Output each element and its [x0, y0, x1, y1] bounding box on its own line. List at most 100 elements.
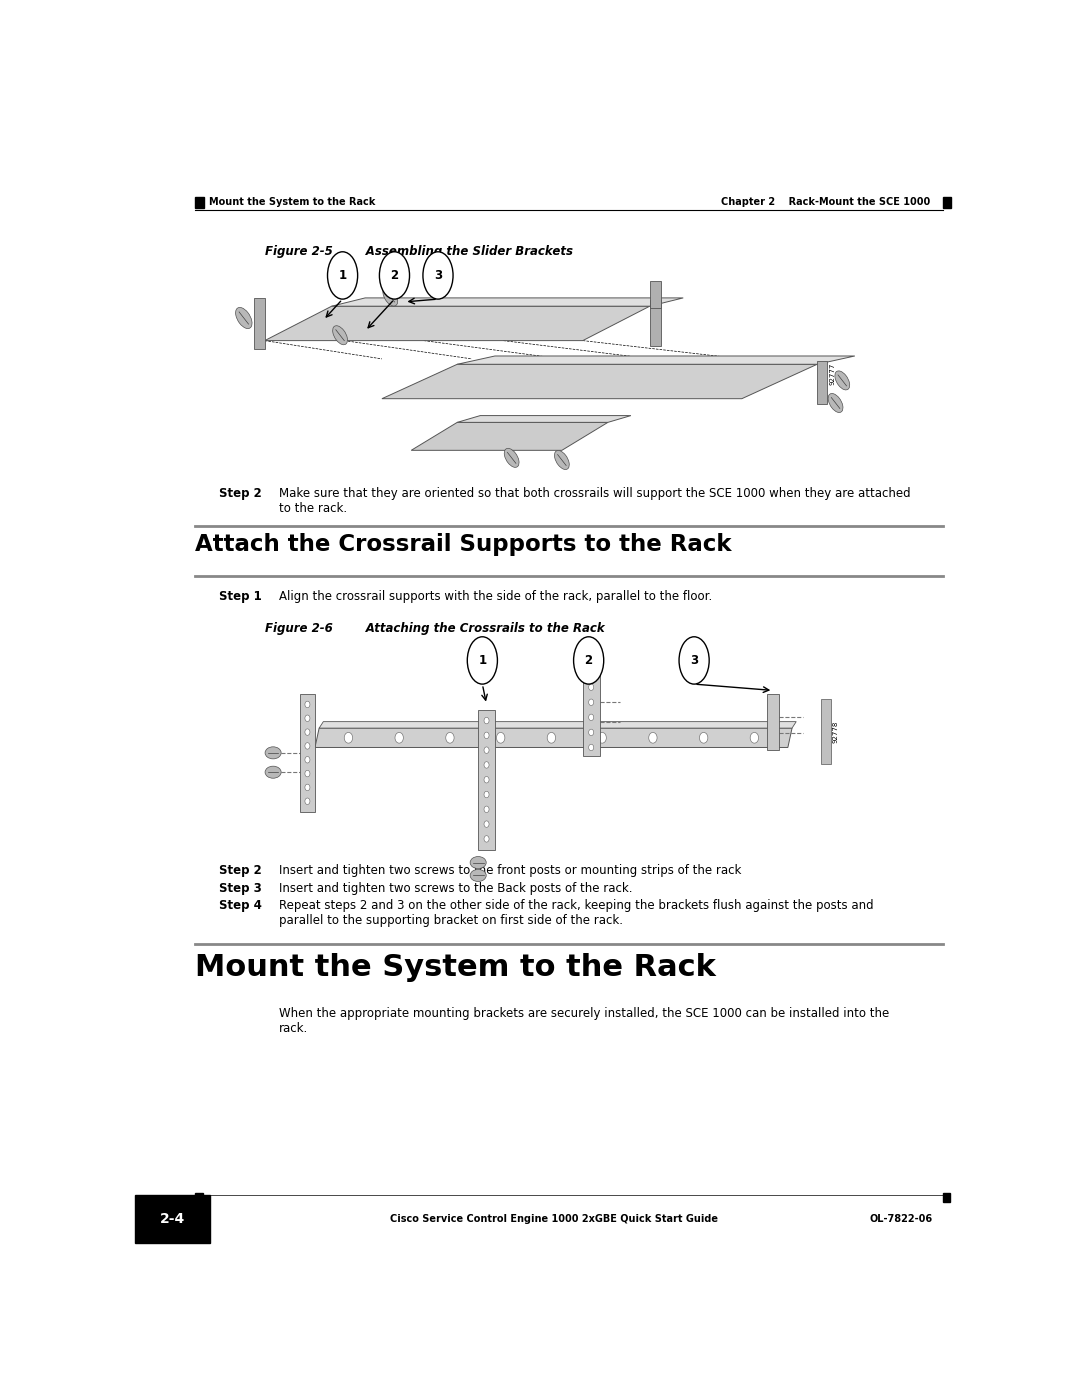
- Ellipse shape: [470, 856, 486, 869]
- Ellipse shape: [468, 637, 498, 685]
- Circle shape: [305, 770, 310, 777]
- Bar: [650, 281, 661, 309]
- Ellipse shape: [265, 747, 281, 759]
- Text: Figure 2-6        Attaching the Crossrails to the Rack: Figure 2-6 Attaching the Crossrails to t…: [265, 622, 605, 636]
- Text: Repeat steps 2 and 3 on the other side of the rack, keeping the brackets flush a: Repeat steps 2 and 3 on the other side o…: [279, 900, 874, 928]
- Polygon shape: [411, 422, 608, 450]
- Ellipse shape: [333, 326, 348, 345]
- Circle shape: [548, 732, 555, 743]
- Text: OL-7822-06: OL-7822-06: [869, 1214, 933, 1224]
- Circle shape: [305, 757, 310, 763]
- Circle shape: [589, 745, 594, 750]
- Bar: [300, 694, 315, 812]
- Text: 1: 1: [478, 654, 486, 666]
- Bar: [254, 298, 265, 349]
- Circle shape: [305, 701, 310, 708]
- Polygon shape: [315, 728, 792, 747]
- Circle shape: [484, 821, 489, 827]
- Circle shape: [649, 732, 657, 743]
- Polygon shape: [265, 306, 650, 341]
- Circle shape: [589, 698, 594, 705]
- Polygon shape: [332, 298, 684, 306]
- Circle shape: [484, 835, 489, 842]
- Circle shape: [395, 732, 403, 743]
- Text: 1: 1: [338, 270, 347, 282]
- Circle shape: [484, 791, 489, 798]
- Bar: [943, 197, 951, 208]
- Text: 3: 3: [434, 270, 442, 282]
- Circle shape: [589, 685, 594, 690]
- Text: Insert and tighten two screws to the Back posts of the rack.: Insert and tighten two screws to the Bac…: [279, 882, 633, 895]
- Text: Chapter 2    Rack-Mount the SCE 1000: Chapter 2 Rack-Mount the SCE 1000: [721, 197, 930, 208]
- Bar: [135, 1194, 211, 1243]
- Polygon shape: [320, 722, 796, 728]
- Bar: [195, 197, 204, 208]
- Circle shape: [497, 732, 504, 743]
- Circle shape: [305, 784, 310, 791]
- Ellipse shape: [554, 450, 569, 469]
- Circle shape: [484, 732, 489, 739]
- Text: Figure 2-5        Assembling the Slider Brackets: Figure 2-5 Assembling the Slider Bracket…: [265, 244, 572, 257]
- Text: Step 2: Step 2: [218, 488, 261, 500]
- Text: 2: 2: [390, 270, 399, 282]
- Text: 3: 3: [690, 654, 698, 666]
- Ellipse shape: [379, 251, 409, 299]
- Circle shape: [589, 669, 594, 675]
- Text: Attach the Crossrail Supports to the Rack: Attach the Crossrail Supports to the Rac…: [195, 534, 732, 556]
- Circle shape: [345, 732, 352, 743]
- Polygon shape: [382, 365, 818, 398]
- Ellipse shape: [470, 869, 486, 882]
- Circle shape: [305, 743, 310, 749]
- Bar: [478, 710, 495, 849]
- Circle shape: [484, 777, 489, 782]
- Bar: [943, 1193, 950, 1203]
- Text: Align the crossrail supports with the side of the rack, parallel to the floor.: Align the crossrail supports with the si…: [279, 590, 712, 602]
- Circle shape: [589, 714, 594, 721]
- Ellipse shape: [835, 370, 850, 390]
- Ellipse shape: [235, 307, 252, 328]
- Text: 92777: 92777: [829, 363, 835, 386]
- Text: 2-4: 2-4: [160, 1213, 186, 1227]
- Circle shape: [484, 747, 489, 753]
- Circle shape: [598, 732, 606, 743]
- Text: Step 2: Step 2: [218, 865, 261, 877]
- Bar: [650, 299, 661, 346]
- Text: Step 3: Step 3: [218, 882, 261, 895]
- Text: Make sure that they are oriented so that both crossrails will support the SCE 10: Make sure that they are oriented so that…: [279, 488, 910, 515]
- Text: Step 1: Step 1: [218, 590, 261, 602]
- Text: Mount the System to the Rack: Mount the System to the Rack: [208, 197, 375, 208]
- Circle shape: [484, 717, 489, 724]
- Bar: [818, 360, 827, 404]
- Text: When the appropriate mounting brackets are securely installed, the SCE 1000 can : When the appropriate mounting brackets a…: [279, 1007, 889, 1035]
- Circle shape: [305, 798, 310, 805]
- Circle shape: [589, 729, 594, 736]
- Text: Step 4: Step 4: [218, 900, 261, 912]
- Polygon shape: [457, 415, 631, 422]
- Text: 2: 2: [584, 654, 593, 666]
- Circle shape: [305, 729, 310, 735]
- Circle shape: [446, 732, 454, 743]
- Circle shape: [484, 761, 489, 768]
- Circle shape: [751, 732, 758, 743]
- Ellipse shape: [679, 637, 710, 685]
- Ellipse shape: [423, 251, 454, 299]
- Bar: [195, 1193, 203, 1203]
- Text: Insert and tighten two screws to the front posts or mounting strips of the rack: Insert and tighten two screws to the fro…: [279, 865, 741, 877]
- Bar: [583, 648, 599, 756]
- Polygon shape: [457, 356, 855, 365]
- Ellipse shape: [573, 637, 604, 685]
- Circle shape: [589, 654, 594, 661]
- Text: 92778: 92778: [833, 719, 838, 743]
- Bar: [821, 698, 832, 764]
- Ellipse shape: [327, 251, 357, 299]
- Circle shape: [305, 715, 310, 721]
- Ellipse shape: [504, 448, 519, 468]
- Ellipse shape: [828, 394, 843, 412]
- Ellipse shape: [265, 766, 281, 778]
- Bar: [767, 694, 780, 750]
- Circle shape: [484, 806, 489, 813]
- Text: Cisco Service Control Engine 1000 2xGBE Quick Start Guide: Cisco Service Control Engine 1000 2xGBE …: [390, 1214, 717, 1224]
- Ellipse shape: [383, 286, 397, 306]
- Text: Mount the System to the Rack: Mount the System to the Rack: [195, 953, 716, 982]
- Circle shape: [700, 732, 707, 743]
